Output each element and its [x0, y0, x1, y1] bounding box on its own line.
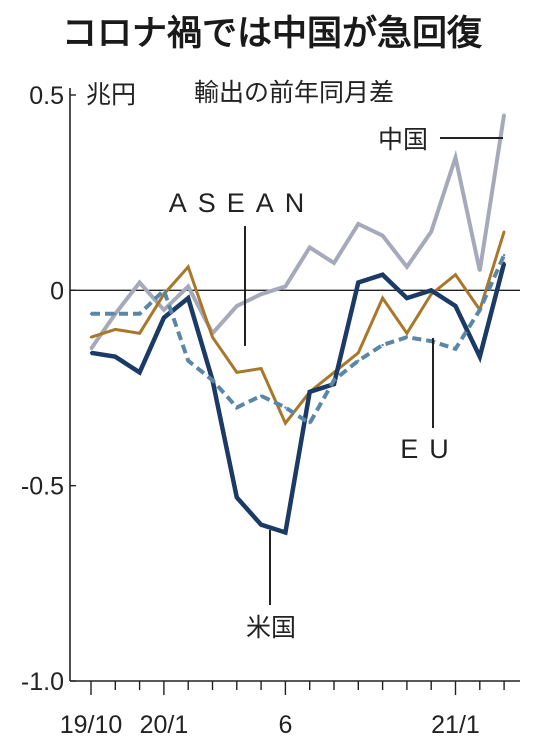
series-2-point — [138, 371, 141, 374]
x-tick-label: 20/1 — [140, 711, 189, 739]
series-0-point — [502, 113, 506, 116]
series-label: EU — [400, 434, 460, 464]
series-3-point — [332, 378, 336, 382]
series-2-point — [284, 531, 287, 534]
y-tick-label: -0.5 — [21, 473, 64, 501]
series-0-point — [478, 269, 481, 272]
series-0-point — [357, 222, 360, 226]
series-2-point — [235, 496, 238, 499]
series-2-point — [259, 523, 263, 526]
series-1-point — [357, 351, 360, 355]
series-0-point — [332, 261, 336, 265]
series-label: ASEAN — [169, 188, 316, 218]
series-1-point — [259, 367, 263, 370]
series-2-point — [308, 390, 311, 394]
series-3-point — [478, 308, 481, 312]
series-0-point — [138, 281, 141, 284]
y-axis-unit: 兆円 — [86, 80, 136, 109]
series-2-point — [381, 273, 384, 276]
series-1-point — [235, 371, 238, 374]
series-3-point — [502, 253, 506, 257]
series-line-3 — [91, 254, 506, 427]
series-label: 中国 — [378, 125, 428, 154]
series-1-point — [502, 230, 506, 233]
series-2-point — [502, 261, 506, 265]
series-0-point — [235, 304, 238, 308]
series-2-point — [405, 296, 409, 300]
x-tick-label: 21/1 — [431, 711, 480, 739]
series-3-point — [211, 378, 214, 382]
series-label: 米国 — [246, 613, 296, 642]
series-3-point — [284, 406, 287, 409]
series-3-point — [138, 312, 141, 315]
series-1-point — [138, 332, 141, 335]
series-2-point — [187, 296, 190, 300]
chart-subtitle: 輸出の前年同月差 — [194, 78, 394, 107]
series-1-point — [187, 265, 190, 269]
series-line-0 — [89, 114, 507, 351]
series-2-point — [357, 281, 360, 284]
series-3-point — [430, 339, 433, 343]
series-3-point — [187, 359, 190, 362]
series-3-point — [235, 406, 238, 409]
y-tick-label: 0 — [50, 277, 64, 305]
series-3-point — [405, 336, 409, 339]
series-1-point — [89, 336, 93, 339]
y-tick-label: 0.5 — [29, 82, 64, 110]
series-2-point — [454, 304, 457, 308]
series-0-point — [308, 246, 311, 249]
series-0-point — [381, 234, 384, 237]
series-2-point — [89, 351, 93, 355]
series-3-point — [89, 312, 93, 315]
series-2-point — [114, 355, 117, 358]
series-0-point — [162, 308, 166, 312]
series-3-point — [357, 359, 360, 362]
series-3-point — [259, 394, 263, 398]
x-tick-label: 19/10 — [60, 711, 123, 739]
series-0-point — [284, 285, 287, 288]
series-1-point — [284, 421, 287, 425]
series-1-point — [211, 336, 214, 339]
x-tick-label: 6 — [278, 711, 292, 739]
series-line-1 — [90, 231, 506, 427]
series-line-2 — [90, 262, 507, 536]
chart-title: コロナ禍では中国が急回復 — [62, 14, 483, 54]
series-1-point — [430, 293, 433, 296]
series-3-point — [308, 421, 311, 425]
series-1-point — [114, 328, 117, 331]
series-2-point — [478, 355, 481, 358]
series-1-point — [454, 273, 457, 276]
series-3-point — [381, 343, 384, 347]
series-1-point — [405, 332, 409, 335]
y-tick-label: -1.0 — [21, 668, 64, 696]
series-3-point — [162, 289, 166, 292]
series-0-point — [405, 265, 409, 269]
series-0-point — [187, 285, 190, 288]
series-1-point — [381, 296, 384, 300]
series-2-point — [162, 316, 166, 319]
series-3-point — [114, 312, 117, 315]
series-0-point — [259, 293, 263, 296]
series-2-point — [430, 289, 433, 292]
series-0-point — [430, 230, 433, 233]
series-0-point — [454, 156, 457, 159]
series-0-point — [89, 347, 93, 351]
series-3-point — [454, 347, 457, 351]
